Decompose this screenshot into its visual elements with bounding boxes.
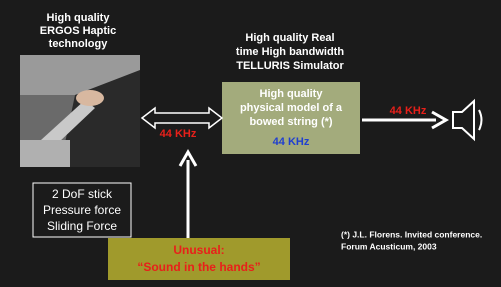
model-text: High quality	[260, 88, 324, 100]
model-text: bowed string (*)	[249, 116, 332, 128]
slide: High quality ERGOS Haptic technology Hig…	[0, 0, 501, 287]
footnote: (*) J.L. Florens. Invited conference.	[341, 229, 482, 239]
center-title: TELLURIS Simulator	[236, 60, 344, 72]
center-title: time High bandwidth	[236, 46, 344, 58]
unusual-text: “Sound in the hands”	[137, 260, 260, 274]
left-arrow-label: 44 KHz	[160, 128, 197, 140]
stick-text: Pressure force	[43, 203, 121, 217]
photo	[20, 55, 140, 167]
right-arrow-label: 44 KHz	[390, 105, 427, 117]
center-title: High quality Real	[245, 32, 334, 44]
model-rate: 44 KHz	[273, 136, 310, 148]
left-title: ERGOS Haptic	[40, 25, 116, 37]
stick-text: 2 DoF stick	[52, 187, 113, 201]
stick-text: Sliding Force	[47, 219, 117, 233]
left-title: High quality	[47, 12, 111, 24]
left-title: technology	[49, 38, 109, 50]
unusual-text: Unusual:	[173, 243, 224, 257]
model-text: physical model of a	[240, 102, 343, 114]
footnote: Forum Acusticum, 2003	[341, 241, 437, 251]
